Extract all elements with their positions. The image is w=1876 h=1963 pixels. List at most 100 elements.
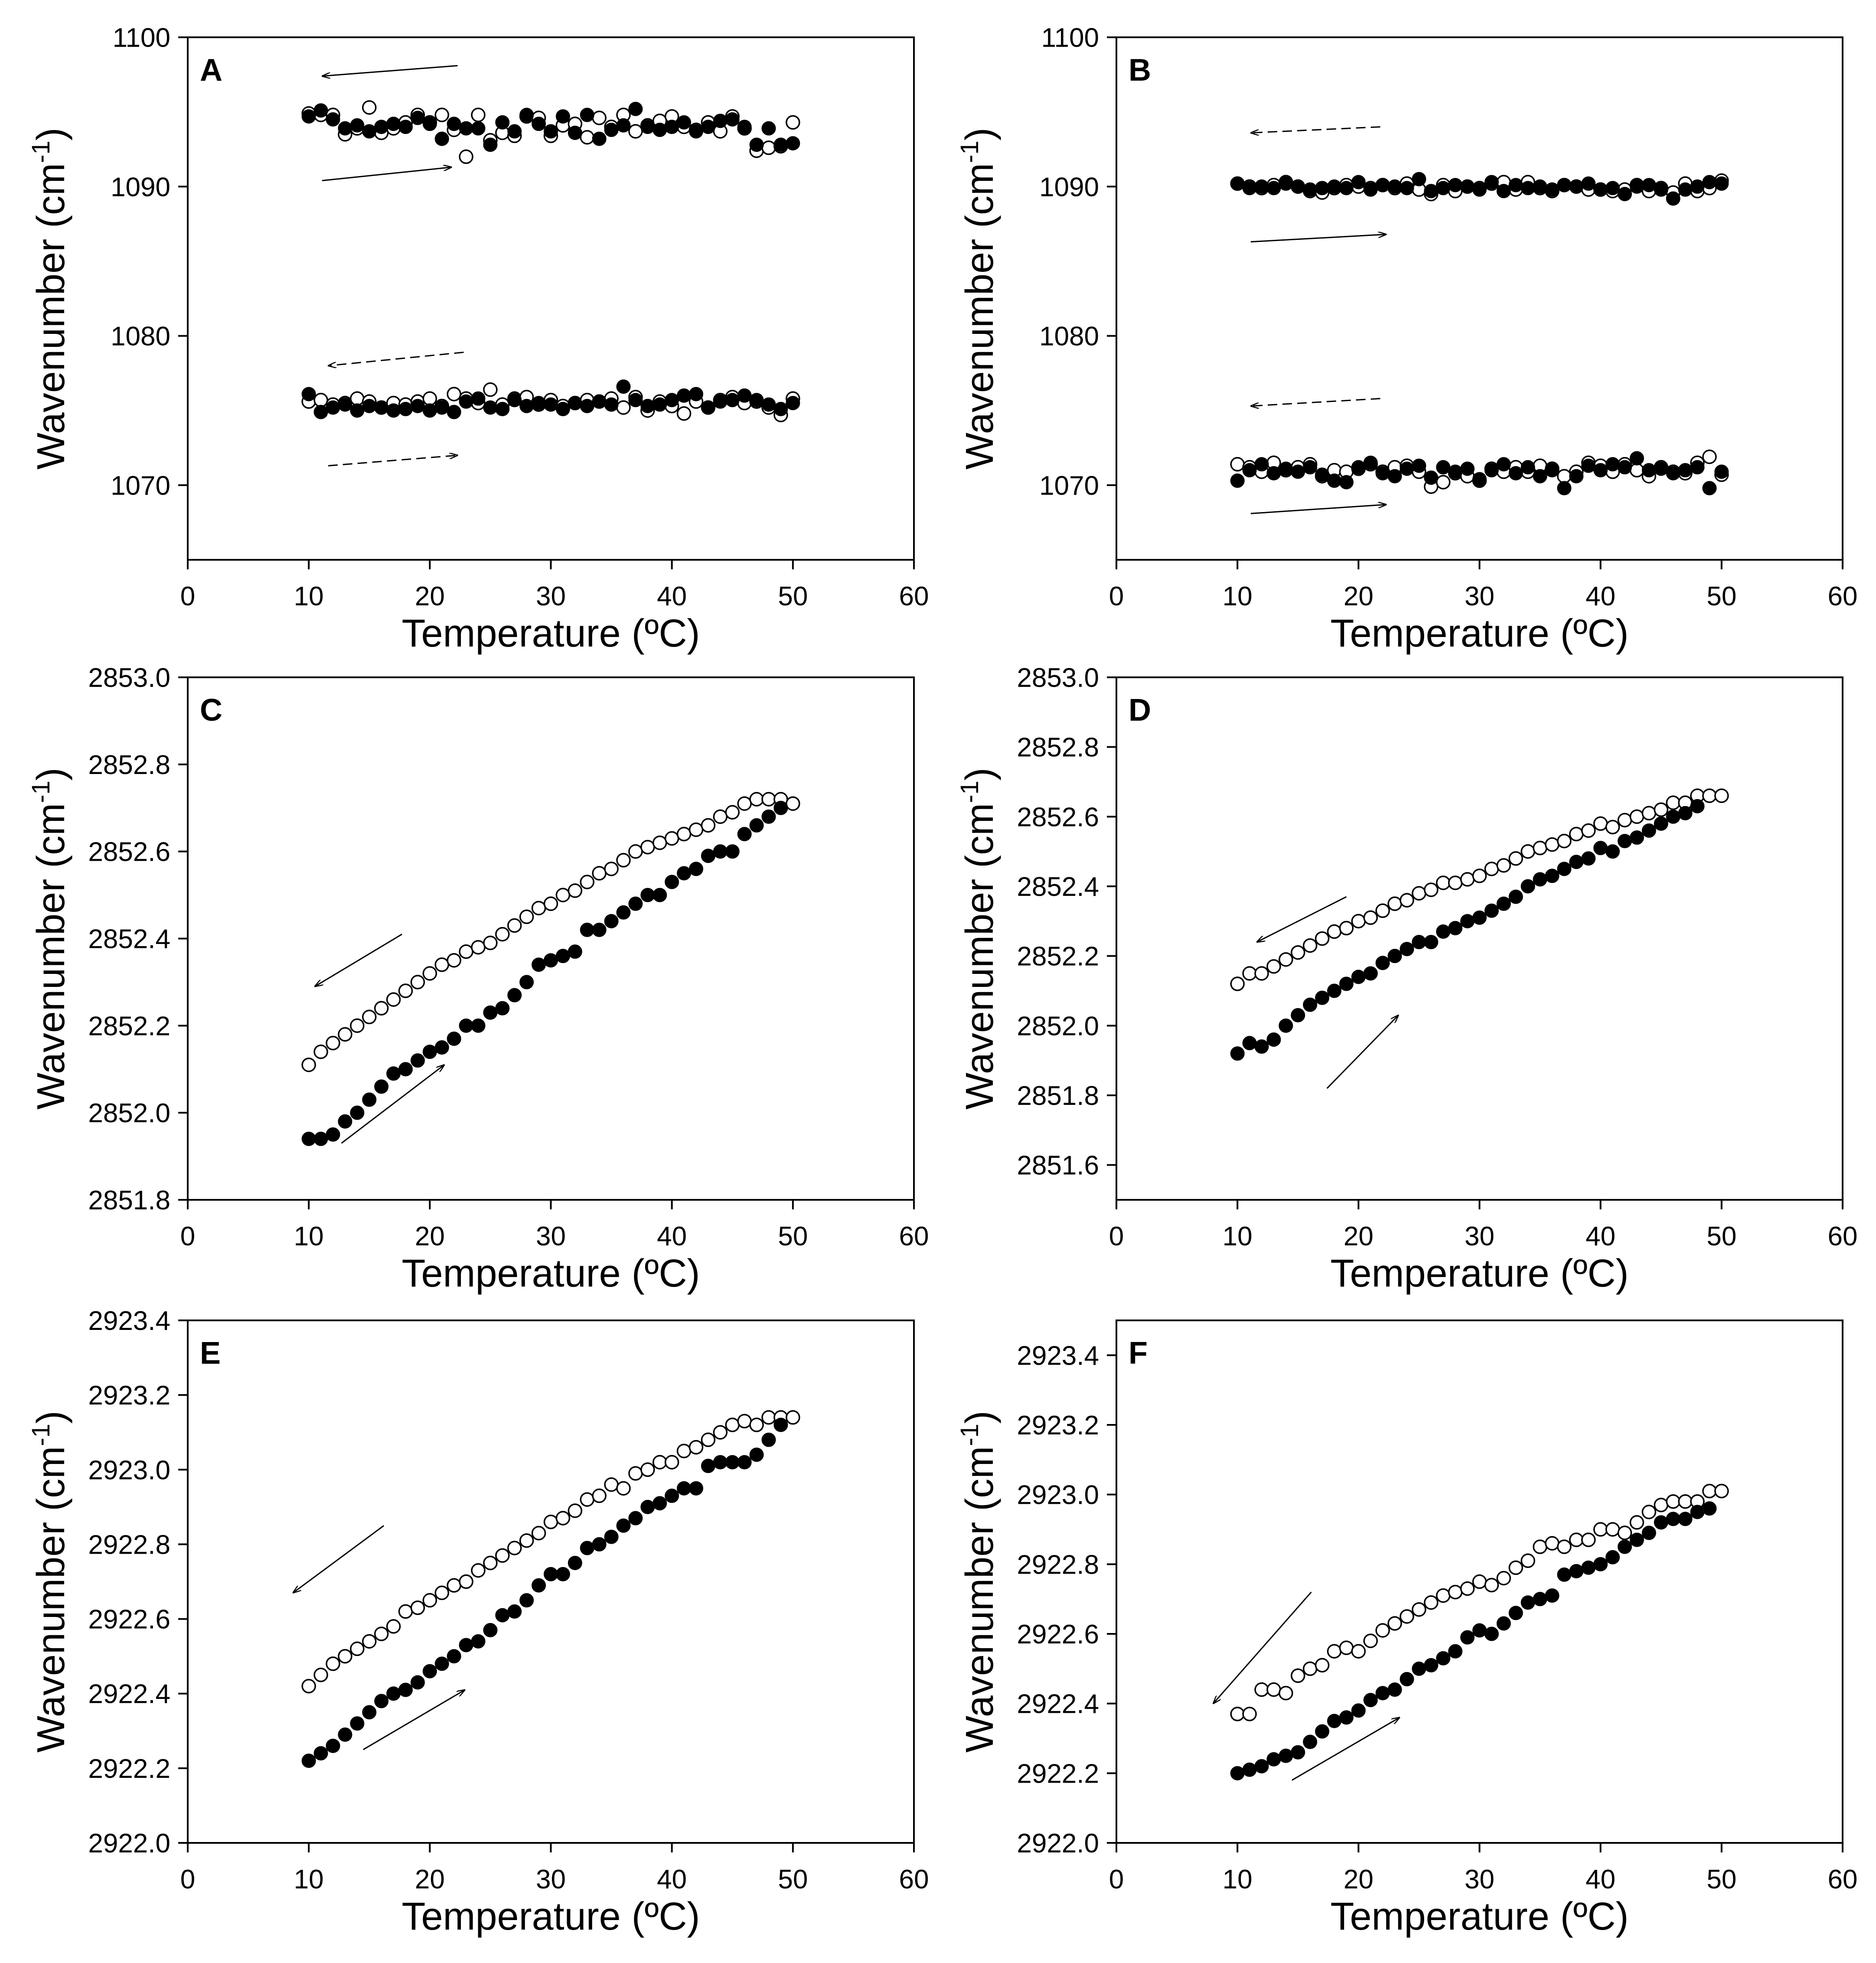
data-point-cooling <box>1302 1661 1318 1676</box>
data-point-heating <box>362 1705 377 1720</box>
data-point-heating <box>326 1738 340 1753</box>
data-point-heating <box>1690 799 1705 813</box>
data-point-cooling <box>1339 1640 1354 1655</box>
data-point-cooling <box>701 818 716 833</box>
data-point-cooling <box>640 1462 655 1477</box>
data-point-cooling <box>761 792 776 807</box>
y-tick-label: 1080 <box>1039 322 1099 352</box>
data-point-heating <box>1254 1039 1269 1054</box>
data-point-heating-band2 <box>761 397 776 412</box>
direction-arrow <box>1326 1015 1399 1089</box>
data-point-heating <box>592 922 607 937</box>
x-tick-label: 0 <box>1109 1865 1124 1894</box>
data-point-heating <box>1363 966 1378 981</box>
data-point-heating <box>495 1608 510 1623</box>
y-tick-label: 1070 <box>111 471 170 501</box>
data-point-heating <box>737 1455 752 1470</box>
data-point-cooling <box>386 992 401 1007</box>
data-point-cooling <box>1520 1553 1535 1568</box>
data-point-cooling <box>568 883 583 898</box>
data-point-heating-band2 <box>1702 481 1717 496</box>
data-point-cooling <box>519 909 534 924</box>
data-point-cooling <box>1460 872 1475 887</box>
data-point-heating-band1 <box>1654 182 1668 197</box>
data-point-heating <box>653 1496 667 1511</box>
data-point-heating <box>1678 806 1693 820</box>
data-point-cooling <box>725 1418 740 1432</box>
y-axis-title: Wavenumber (cm-1) <box>956 1411 1002 1752</box>
data-point-cooling <box>1279 1685 1293 1701</box>
data-point-heating <box>1496 1616 1511 1631</box>
panel-f: 0 10 20 30 40 50 60 2922.0 2922.2 2922.4 2922.6 292… <box>956 1320 1857 1938</box>
data-point-heating-band1 <box>1472 182 1487 197</box>
data-point-heating-band1 <box>616 118 631 133</box>
data-point-heating-band1 <box>313 103 328 118</box>
data-point-cooling <box>1629 1515 1644 1530</box>
data-point-heating-band2 <box>483 400 498 415</box>
data-point-cooling-band2 <box>1629 463 1644 478</box>
data-point-heating <box>483 1005 498 1020</box>
data-point-cooling <box>1254 1682 1269 1697</box>
direction-arrow <box>1250 505 1387 514</box>
data-point-heating <box>628 896 643 911</box>
data-point-cooling <box>1654 802 1668 817</box>
data-point-heating <box>532 957 546 972</box>
data-point-cooling <box>326 1656 340 1671</box>
data-point-heating <box>1569 855 1584 869</box>
data-point-heating <box>1605 844 1620 859</box>
data-point-heating-band2 <box>301 387 316 402</box>
data-point-cooling <box>1496 1571 1511 1586</box>
y-tick-label: 2852.8 <box>88 750 170 780</box>
data-point-heating <box>749 818 764 833</box>
data-point-heating <box>689 1481 703 1496</box>
data-point-heating <box>434 1656 449 1671</box>
data-point-heating <box>1460 914 1475 928</box>
data-point-heating <box>1400 942 1414 957</box>
data-point-heating-band2 <box>616 379 631 394</box>
data-point-heating <box>1533 872 1547 887</box>
data-point-heating <box>1557 862 1572 876</box>
y-tick-label: 2923.0 <box>1017 1480 1099 1510</box>
data-point-heating <box>398 1682 413 1697</box>
data-point-heating <box>1424 935 1439 950</box>
data-point-heating <box>507 1604 522 1619</box>
data-point-heating-band1 <box>1363 182 1378 197</box>
data-point-cooling <box>701 1432 716 1447</box>
data-point-cooling <box>688 1440 704 1455</box>
data-point-heating-band2 <box>1569 469 1584 483</box>
data-point-heating-band2 <box>604 397 619 412</box>
data-point-cooling-band2 <box>313 392 328 408</box>
direction-arrow <box>341 1065 444 1144</box>
data-point-cooling <box>495 927 510 942</box>
direction-arrow <box>328 455 458 467</box>
data-point-cooling <box>543 1515 558 1529</box>
data-point-heating <box>1303 1734 1318 1749</box>
data-point-cooling <box>580 875 594 889</box>
data-point-heating-band2 <box>386 403 401 418</box>
data-point-heating <box>1315 990 1330 1005</box>
data-point-heating <box>1448 1644 1463 1659</box>
data-point-heating-band1 <box>1666 191 1680 206</box>
data-point-heating-band1 <box>592 131 607 146</box>
data-point-cooling <box>1266 959 1281 974</box>
data-point-heating <box>1339 1710 1354 1725</box>
data-point-cooling <box>531 1525 546 1541</box>
data-point-heating-band2 <box>689 387 703 402</box>
data-point-heating <box>459 1018 473 1033</box>
data-point-heating-band1 <box>1702 175 1717 189</box>
data-point-cooling-band1 <box>580 130 594 145</box>
data-point-cooling <box>410 1600 425 1615</box>
data-point-heating <box>1303 997 1318 1012</box>
data-point-heating-band2 <box>1266 466 1281 480</box>
direction-arrow <box>322 167 452 182</box>
data-point-heating-band1 <box>1460 179 1475 194</box>
x-axis-title: Temperature (ºC) <box>401 612 700 655</box>
x-tick-label: 30 <box>536 1865 566 1894</box>
data-point-cooling <box>374 1627 389 1641</box>
data-point-heating <box>580 922 594 937</box>
data-point-heating-band1 <box>350 118 365 133</box>
data-point-heating-band1 <box>1303 182 1318 197</box>
data-point-cooling <box>1412 1602 1426 1617</box>
data-point-cooling <box>555 888 571 902</box>
data-point-cooling <box>1581 823 1596 838</box>
